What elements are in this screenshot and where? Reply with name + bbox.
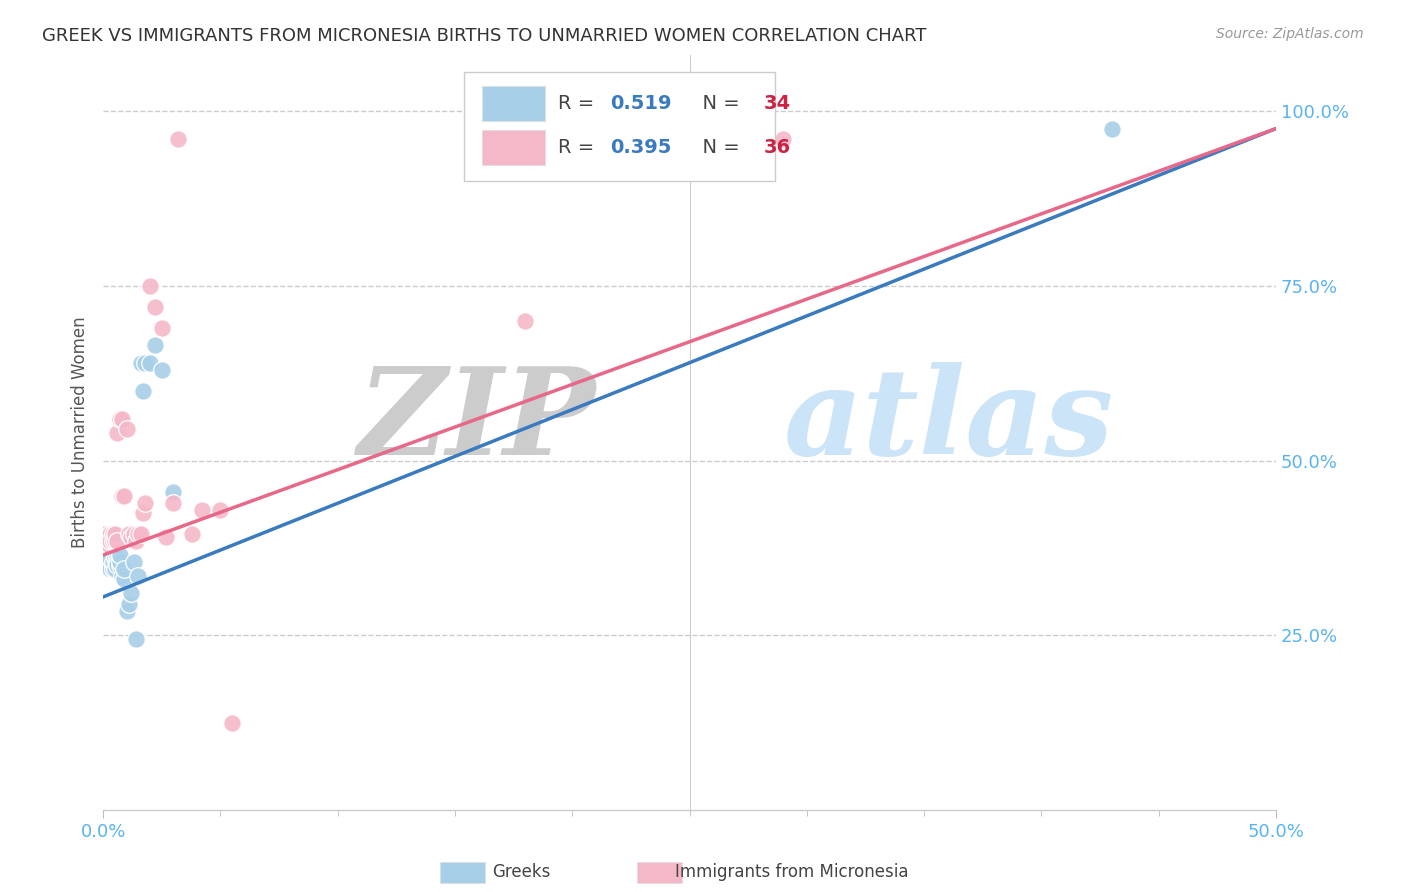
Point xyxy=(104,533,127,548)
Point xyxy=(155,531,177,545)
Point xyxy=(97,555,120,569)
Point xyxy=(101,533,124,548)
Point xyxy=(97,533,120,548)
Point xyxy=(118,527,141,541)
Point xyxy=(134,495,156,509)
Point xyxy=(132,384,155,398)
Point xyxy=(115,422,138,436)
Point xyxy=(98,551,121,566)
Point xyxy=(111,411,134,425)
Text: 34: 34 xyxy=(763,94,790,113)
Point xyxy=(101,555,124,569)
Point xyxy=(150,320,173,334)
Point xyxy=(112,562,135,576)
Point xyxy=(98,527,121,541)
Text: N =: N = xyxy=(689,137,745,157)
Point xyxy=(101,562,124,576)
Point xyxy=(132,506,155,520)
Y-axis label: Births to Unmarried Women: Births to Unmarried Women xyxy=(72,317,89,549)
Point xyxy=(108,558,131,573)
Point xyxy=(118,597,141,611)
Point xyxy=(139,278,162,293)
Text: 0.519: 0.519 xyxy=(610,94,671,113)
Point xyxy=(94,527,117,541)
Point xyxy=(98,558,121,573)
Point xyxy=(101,527,124,541)
Point xyxy=(1101,121,1123,136)
Point xyxy=(127,569,149,583)
Point xyxy=(98,533,121,548)
Point xyxy=(134,356,156,370)
Point xyxy=(105,533,128,548)
Point xyxy=(129,356,152,370)
Point xyxy=(209,502,232,516)
Text: Immigrants from Micronesia: Immigrants from Micronesia xyxy=(675,863,908,881)
Point xyxy=(104,551,127,566)
Text: 36: 36 xyxy=(763,137,790,157)
Text: atlas: atlas xyxy=(783,362,1114,481)
Point xyxy=(111,569,134,583)
Point xyxy=(112,489,135,503)
Point xyxy=(772,132,794,146)
Point xyxy=(143,338,166,352)
Point xyxy=(122,555,145,569)
Point xyxy=(150,362,173,376)
FancyBboxPatch shape xyxy=(464,71,775,181)
Point xyxy=(94,555,117,569)
Point xyxy=(129,527,152,541)
Point xyxy=(108,411,131,425)
Point xyxy=(162,485,184,500)
FancyBboxPatch shape xyxy=(482,87,546,120)
Point xyxy=(181,527,204,541)
Point xyxy=(97,558,120,573)
Text: R =: R = xyxy=(558,94,600,113)
Point xyxy=(120,531,142,545)
Point xyxy=(98,562,121,576)
Point xyxy=(221,715,243,730)
Point xyxy=(127,527,149,541)
Point xyxy=(108,555,131,569)
Point xyxy=(105,425,128,440)
Text: N =: N = xyxy=(689,94,745,113)
Point xyxy=(105,558,128,573)
Point xyxy=(97,537,120,551)
Point xyxy=(125,533,148,548)
Point xyxy=(104,562,127,576)
Point xyxy=(122,527,145,541)
Point xyxy=(120,586,142,600)
Point xyxy=(108,548,131,562)
Point xyxy=(101,558,124,573)
Text: Greeks: Greeks xyxy=(492,863,551,881)
Point xyxy=(104,527,127,541)
Text: R =: R = xyxy=(558,137,600,157)
Text: Source: ZipAtlas.com: Source: ZipAtlas.com xyxy=(1216,27,1364,41)
Point xyxy=(111,489,134,503)
Text: 0.395: 0.395 xyxy=(610,137,671,157)
Text: ZIP: ZIP xyxy=(357,362,596,481)
Point xyxy=(515,314,537,328)
Point xyxy=(105,551,128,566)
Point xyxy=(190,502,212,516)
Point xyxy=(125,632,148,646)
FancyBboxPatch shape xyxy=(482,130,546,165)
Text: GREEK VS IMMIGRANTS FROM MICRONESIA BIRTHS TO UNMARRIED WOMEN CORRELATION CHART: GREEK VS IMMIGRANTS FROM MICRONESIA BIRT… xyxy=(42,27,927,45)
Point xyxy=(139,356,162,370)
Point xyxy=(167,132,190,146)
Point xyxy=(162,495,184,509)
Point xyxy=(143,300,166,314)
Point xyxy=(105,555,128,569)
Point xyxy=(112,573,135,587)
Point xyxy=(115,604,138,618)
